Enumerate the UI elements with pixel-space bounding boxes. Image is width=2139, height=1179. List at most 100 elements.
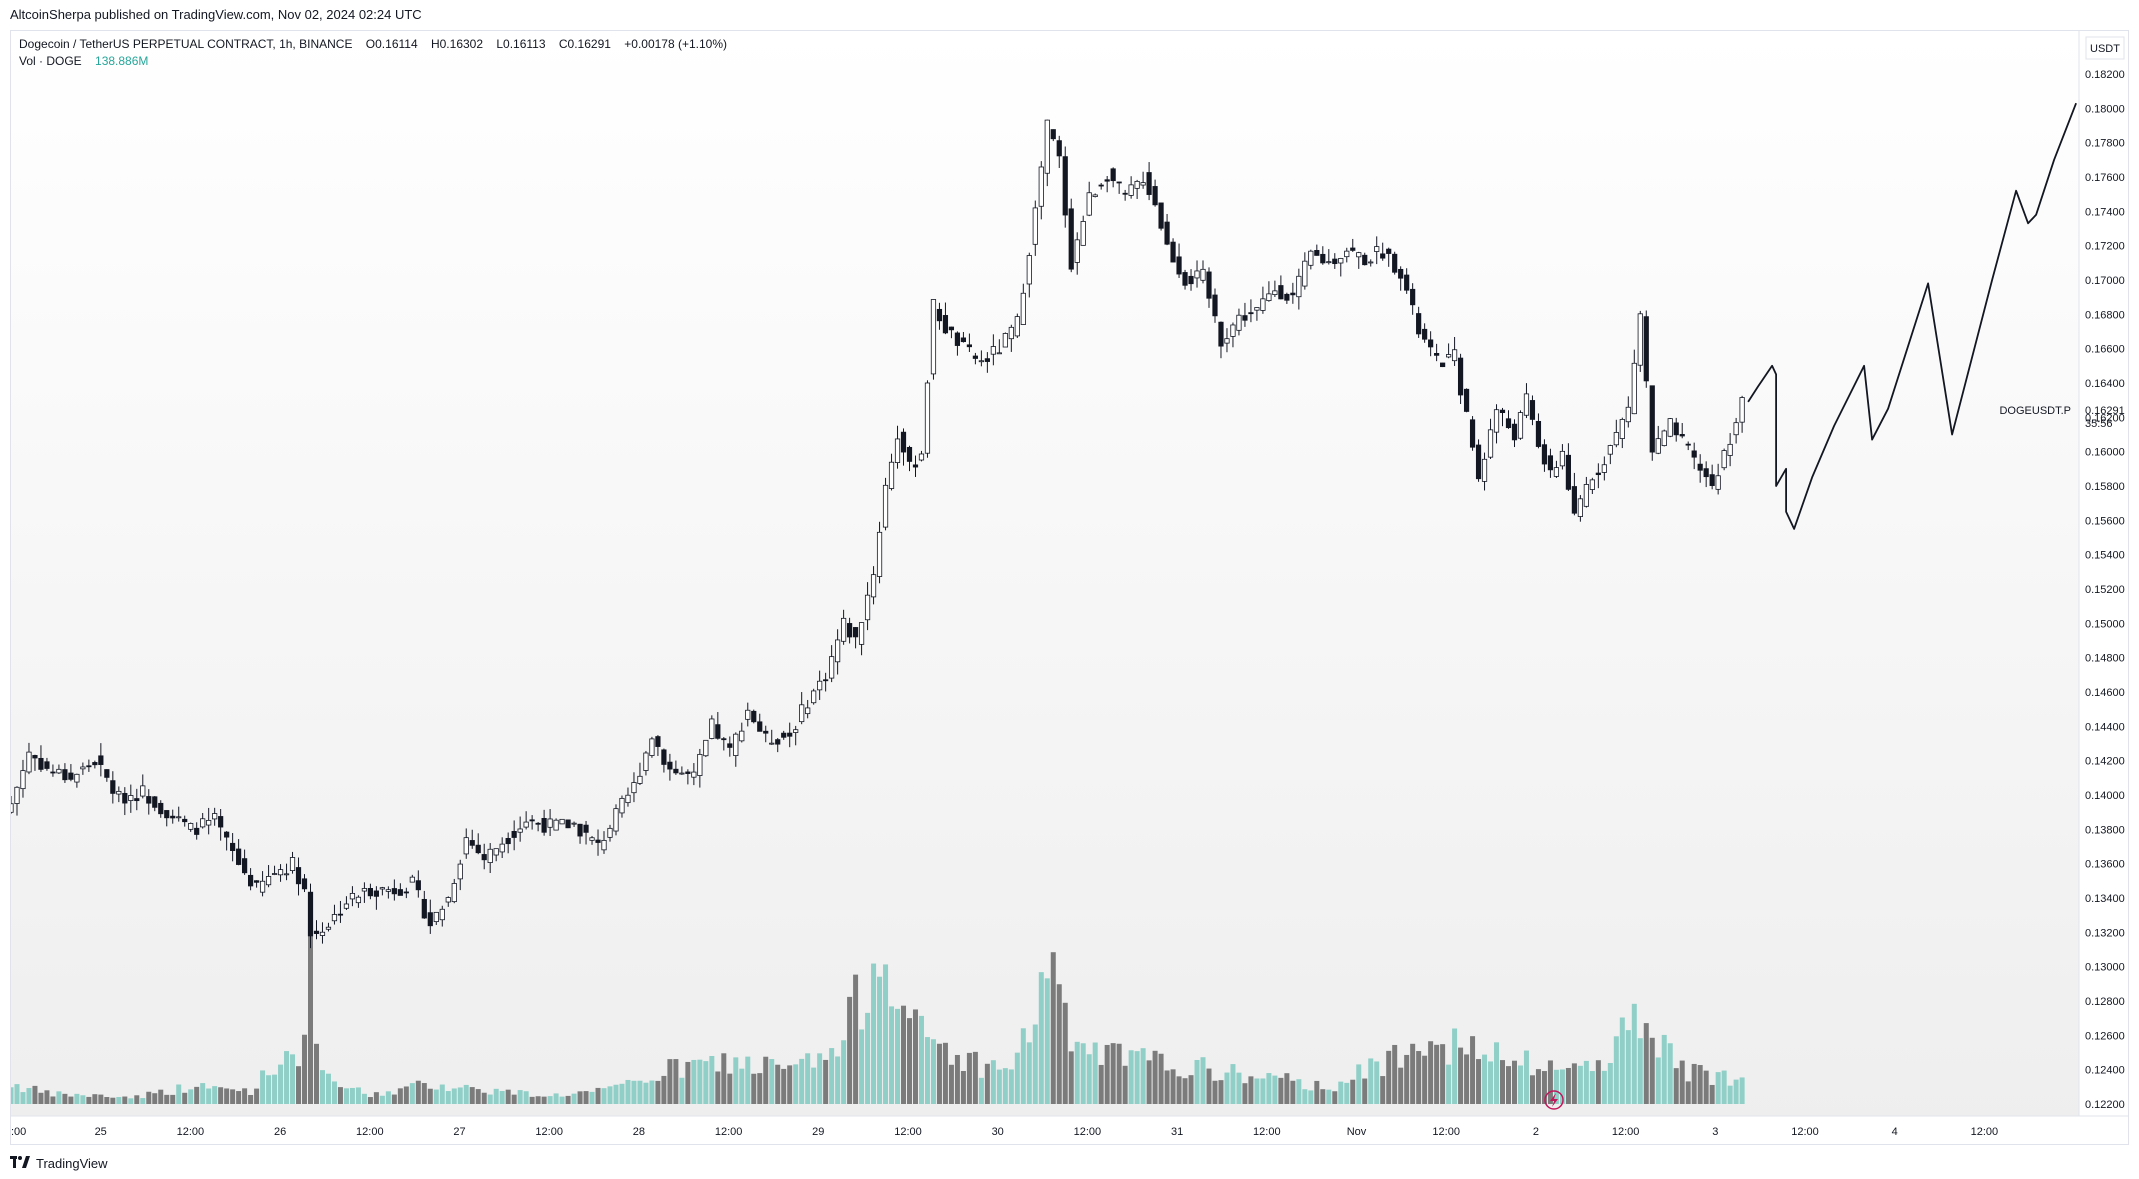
candle-body xyxy=(1457,357,1464,396)
candle-body xyxy=(1176,256,1182,275)
candle-body xyxy=(888,461,895,489)
volume-bar xyxy=(230,1089,236,1104)
candle-body xyxy=(1505,418,1512,429)
candle-body xyxy=(80,766,86,770)
volume-bar xyxy=(1350,1079,1356,1104)
volume-bar xyxy=(14,1084,20,1104)
volume-bar xyxy=(1134,1051,1140,1104)
candle-body xyxy=(709,718,715,739)
candle-body xyxy=(1200,268,1206,281)
price-chart-svg[interactable]: USDT 0.18200 0.18000 0.17800 0.17600 0.17400… xyxy=(11,31,2129,1145)
candle-body xyxy=(128,795,134,801)
candle-body xyxy=(1002,333,1008,348)
volume-bar xyxy=(529,1096,535,1104)
volume-bar xyxy=(38,1092,44,1104)
candle-body xyxy=(1110,168,1116,182)
candle-body xyxy=(20,770,26,790)
volume-bar xyxy=(1583,1060,1589,1104)
volume-bar xyxy=(1523,1050,1529,1104)
volume-bar xyxy=(781,1068,787,1104)
volume-bar xyxy=(583,1091,589,1104)
volume-bar xyxy=(1691,1063,1697,1104)
volume-bar xyxy=(128,1098,134,1104)
price-tick-label: 0.17600 xyxy=(2085,172,2125,184)
candle-body xyxy=(14,786,20,804)
candle-body xyxy=(367,888,374,897)
candle-body xyxy=(1032,207,1038,245)
candle-body xyxy=(295,867,302,885)
volume-bar xyxy=(1248,1076,1254,1104)
volume-bar xyxy=(1404,1054,1410,1104)
candle-body xyxy=(1386,248,1392,254)
price-tick-label: 0.15000 xyxy=(2085,618,2125,630)
candle-body xyxy=(619,797,625,814)
candle-body xyxy=(841,617,847,642)
volume-bar xyxy=(1428,1041,1434,1104)
volume-bar xyxy=(1236,1072,1242,1104)
volume-bar xyxy=(272,1074,278,1104)
candle-body xyxy=(589,837,595,841)
candle-body xyxy=(182,818,188,823)
time-tick-label: Nov xyxy=(1347,1126,1367,1138)
volume-bar xyxy=(367,1097,373,1104)
candle-body xyxy=(68,772,74,780)
volume-bar xyxy=(349,1087,355,1104)
candle-body xyxy=(463,837,469,855)
candle-body xyxy=(385,889,391,892)
candle-body xyxy=(1499,409,1506,414)
candle-body xyxy=(1607,445,1613,455)
volume-bar xyxy=(733,1057,739,1104)
tradingview-logo[interactable]: TradingView xyxy=(10,1155,108,1171)
lightning-icon[interactable] xyxy=(1544,1090,1564,1110)
symbol-name[interactable]: Dogecoin / TetherUS PERPETUAL CONTRACT, … xyxy=(19,37,353,51)
volume-bar xyxy=(11,1087,14,1104)
volume-label[interactable]: Vol · DOGE xyxy=(19,54,82,68)
volume-bar xyxy=(337,1087,343,1104)
candle-body xyxy=(787,732,793,737)
volume-bar xyxy=(655,1080,661,1104)
volume-bar xyxy=(739,1068,745,1104)
candle-body xyxy=(1128,184,1134,196)
volume-bar xyxy=(1206,1068,1212,1104)
candle-body xyxy=(1487,429,1494,458)
volume-bar xyxy=(1278,1077,1284,1104)
candle-body xyxy=(673,768,679,774)
candle-body xyxy=(1284,293,1290,301)
candle-body xyxy=(1655,438,1661,454)
candle-body xyxy=(1368,261,1374,264)
volume-bar xyxy=(631,1080,637,1104)
volume-bar xyxy=(990,1060,996,1104)
volume-bar xyxy=(80,1095,86,1104)
volume-bar xyxy=(242,1088,248,1104)
volume-bar xyxy=(1529,1075,1535,1104)
price-tick-label: 0.12400 xyxy=(2085,1065,2125,1077)
volume-bar xyxy=(140,1098,146,1104)
candle-body xyxy=(140,785,146,797)
candle-body xyxy=(188,823,194,830)
price-axis-bg xyxy=(2079,31,2128,1116)
volume-bar xyxy=(104,1097,110,1104)
volume-bar xyxy=(248,1094,254,1104)
candle-body xyxy=(1350,247,1356,251)
candle-body xyxy=(445,897,451,903)
candle-body xyxy=(595,839,601,843)
candle-body xyxy=(553,819,559,831)
candle-body xyxy=(349,892,356,900)
open-value: O0.16114 xyxy=(365,37,418,51)
time-tick-label: 12:00 xyxy=(1253,1126,1281,1138)
volume-bar xyxy=(1643,1023,1649,1104)
candle-body xyxy=(1224,338,1230,344)
candle-body xyxy=(799,704,805,723)
time-tick-label: 12:00 xyxy=(1612,1126,1640,1138)
candle-body xyxy=(1613,432,1619,446)
chart-pane[interactable]: USDT 0.18200 0.18000 0.17800 0.17600 0.17400… xyxy=(10,30,2129,1145)
candle-body xyxy=(1026,255,1032,285)
candle-body xyxy=(1398,268,1404,279)
candle-body xyxy=(1428,339,1434,348)
currency-button[interactable] xyxy=(2085,36,2125,60)
volume-bar xyxy=(439,1084,445,1104)
volume-bar xyxy=(571,1093,577,1104)
projection-layer xyxy=(1747,102,2077,530)
candle-body xyxy=(1721,450,1727,469)
candle-body xyxy=(439,908,445,921)
